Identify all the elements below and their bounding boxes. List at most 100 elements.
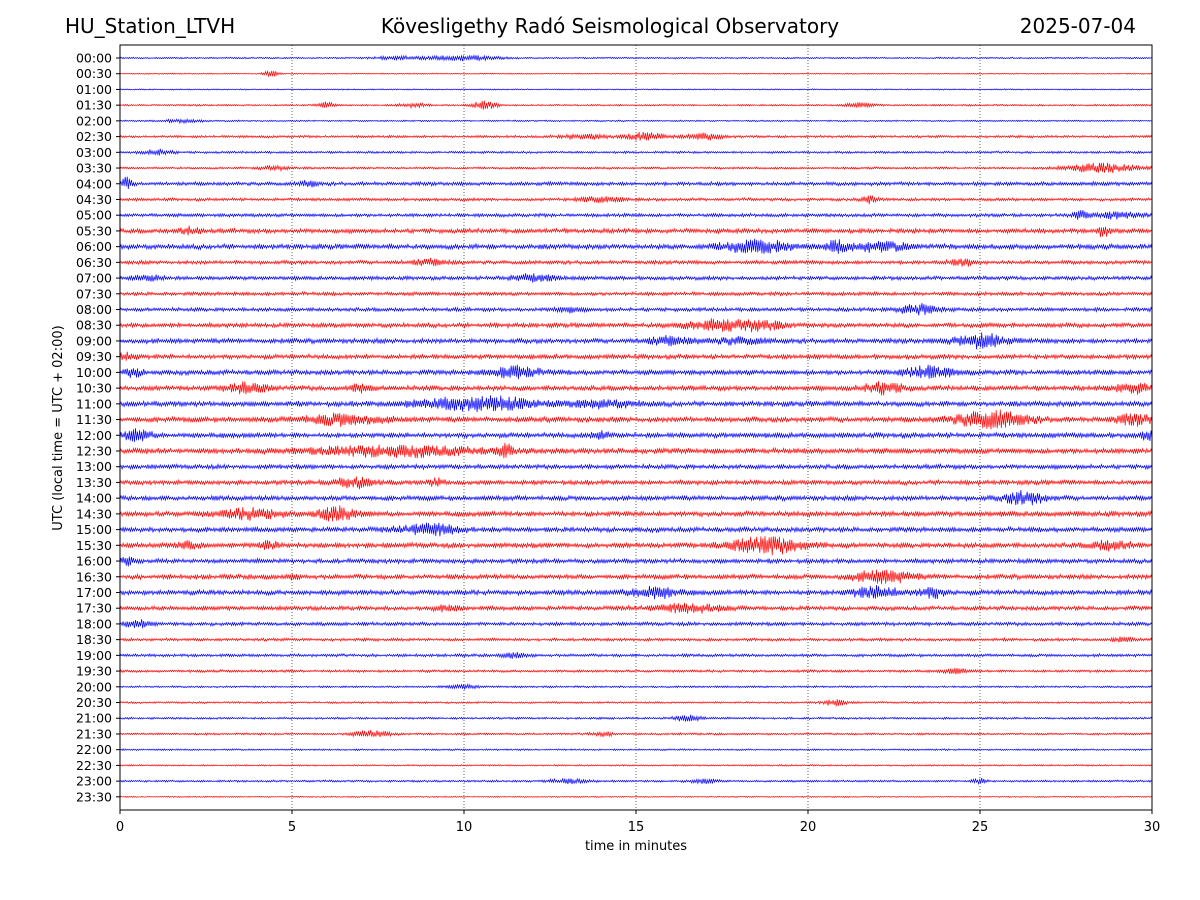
y-tick-label: 05:00 [76,208,112,223]
x-axis-ticks: 0 5 10 15 20 25 30 [116,810,1160,835]
trace-0700 [119,273,1153,283]
trace-0230 [119,131,1153,141]
trace-0430 [119,195,1153,205]
trace-0600 [119,238,1153,254]
x-tick-label: 0 [116,820,124,835]
trace-1230 [119,442,1153,459]
y-tick-label: 06:00 [76,239,112,254]
y-tick-label: 02:30 [76,129,112,144]
x-tick-label: 25 [972,820,989,835]
trace-1430 [119,505,1153,522]
y-tick-label: 22:00 [76,742,112,757]
y-tick-label: 14:30 [76,506,112,521]
y-tick-label: 20:00 [76,679,112,694]
trace-1200 [119,428,1153,443]
y-tick-label: 13:00 [76,459,112,474]
x-tick-label: 5 [288,820,296,835]
y-tick-label: 11:30 [76,412,112,427]
y-tick-label: 19:00 [76,648,112,663]
trace-0500 [119,210,1153,220]
y-tick-label: 21:00 [76,711,112,726]
y-tick-label: 12:00 [76,428,112,443]
x-tick-label: 30 [1144,820,1161,835]
y-tick-label: 10:30 [76,381,112,396]
y-tick-label: 09:00 [76,333,112,348]
trace-1700 [119,584,1153,600]
y-tick-label: 15:30 [76,538,112,553]
trace-2100 [119,714,1153,722]
trace-0830 [119,318,1153,333]
trace-0100 [119,88,1153,91]
y-tick-label: 00:30 [76,66,112,81]
y-tick-label: 00:00 [76,51,112,66]
y-tick-label: 04:00 [76,176,112,191]
trace-1800 [119,619,1153,629]
trace-2330 [119,795,1153,799]
y-tick-label: 19:30 [76,664,112,679]
trace-2000 [119,683,1153,690]
trace-0300 [119,148,1153,156]
trace-2230 [119,763,1153,767]
trace-1030 [119,381,1153,396]
trace-0930 [119,351,1153,361]
y-tick-label: 02:00 [76,113,112,128]
y-tick-label: 21:30 [76,726,112,741]
x-axis-label: time in minutes [585,839,687,854]
trace-0330 [119,162,1153,174]
y-tick-label: 17:00 [76,585,112,600]
trace-0530 [119,225,1153,238]
y-tick-label: 07:30 [76,286,112,301]
trace-1830 [119,636,1153,643]
y-tick-label: 23:00 [76,774,112,789]
trace-0130 [119,100,1153,110]
y-tick-label: 16:30 [76,569,112,584]
y-tick-label: 18:30 [76,632,112,647]
trace-0800 [119,302,1153,316]
station-label: HU_Station_LTVH [65,14,236,38]
y-tick-label: 10:00 [76,365,112,380]
x-tick-label: 15 [628,820,645,835]
trace-1630 [119,569,1153,585]
trace-1730 [119,602,1153,614]
y-tick-label: 20:30 [76,695,112,710]
y-tick-label: 05:30 [76,223,112,238]
trace-2200 [119,748,1153,752]
y-tick-label: 07:00 [76,271,112,286]
chart-title: Kövesligethy Radó Seismological Observat… [380,14,840,38]
y-tick-label: 12:30 [76,444,112,459]
y-tick-label: 15:00 [76,522,112,537]
trace-1530 [119,536,1153,556]
trace-0030 [119,70,1153,77]
y-tick-label: 03:00 [76,145,112,160]
trace-1000 [119,364,1153,380]
vertical-gridlines [291,45,981,810]
x-tick-label: 10 [456,820,473,835]
y-tick-label: 08:00 [76,302,112,317]
trace-2030 [119,699,1153,707]
y-tick-label: 16:00 [76,554,112,569]
trace-2130 [119,729,1153,738]
y-tick-label: 08:30 [76,318,112,333]
trace-1900 [119,651,1153,659]
y-tick-label: 09:30 [76,349,112,364]
trace-0900 [119,332,1153,350]
y-axis-label: UTC (local time = UTC + 02:00) [51,325,66,530]
y-tick-label: 03:30 [76,161,112,176]
y-tick-label: 06:30 [76,255,112,270]
y-tick-label: 11:00 [76,396,112,411]
trace-1500 [119,522,1153,537]
x-tick-label: 20 [800,820,817,835]
trace-1100 [119,395,1153,413]
y-tick-label: 17:30 [76,601,112,616]
y-tick-label: 22:30 [76,758,112,773]
trace-1300 [119,462,1153,471]
y-tick-label: 01:00 [76,82,112,97]
trace-1600 [119,556,1153,567]
y-tick-label: 13:30 [76,475,112,490]
trace-0200 [119,118,1153,125]
y-tick-label: 14:00 [76,491,112,506]
trace-2300 [119,777,1153,786]
y-tick-label: 04:30 [76,192,112,207]
seismic-traces [119,54,1153,799]
